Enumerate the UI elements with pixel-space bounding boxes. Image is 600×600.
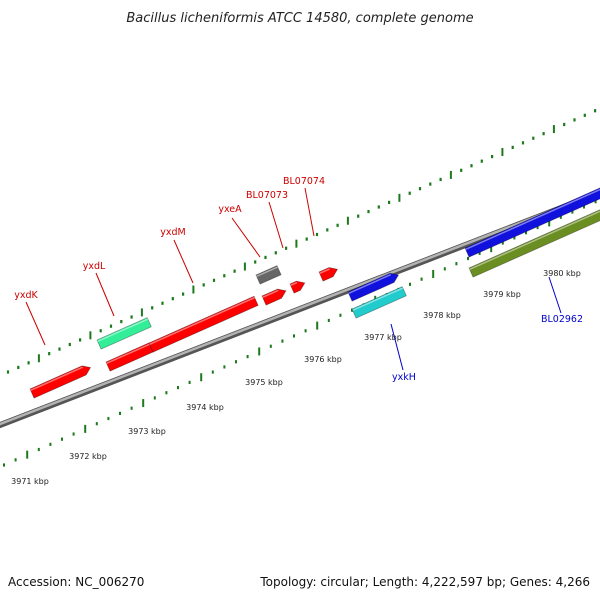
- label-leader-lines: [25, 187, 562, 371]
- gene-label-yxdM: yxdM: [160, 227, 185, 238]
- gene-small-red: [318, 267, 339, 282]
- gene-yxeA: [261, 288, 287, 306]
- gene-BL02962: [468, 209, 600, 278]
- gene-yxdM-highlight: [149, 296, 255, 346]
- gene-yxdL: [96, 317, 152, 350]
- accession-text: Accession: NC_006270: [8, 575, 144, 589]
- gene-label-BL02962: BL02962: [541, 314, 583, 325]
- tick-label-t3975: 3975 kbp: [245, 378, 283, 387]
- leader-yxdM: [173, 239, 194, 284]
- gene-label-yxdK: yxdK: [14, 290, 38, 301]
- gene-BL02962-highlight: [469, 210, 600, 271]
- gene-label-yxeA: yxeA: [218, 204, 242, 215]
- gene-yxdM: [148, 295, 259, 353]
- tick-label-t3971: 3971 kbp: [11, 477, 49, 486]
- gene-label-BL07074: BL07074: [283, 176, 325, 187]
- backbone-highlight: [0, 190, 600, 426]
- gene-BL07074-highlight: [290, 281, 298, 287]
- map-title: Bacillus licheniformis ATCC 14580, compl…: [126, 11, 473, 26]
- gene-yxdL-highlight: [97, 318, 149, 343]
- leader-BL02962: [548, 276, 562, 314]
- gene-labels: yxdK yxdL yxdM yxeA BL07073 BL07074 yxkH BL0296…: [14, 176, 583, 383]
- gene-BL07073: [255, 265, 282, 285]
- tick-label-t3974: 3974 kbp: [186, 403, 224, 412]
- gene-yxeA-highlight: [262, 289, 279, 299]
- tick-label-t3972: 3972 kbp: [69, 452, 107, 461]
- gene-yxdL-red: [105, 342, 154, 372]
- gene-blue-short: [347, 272, 400, 302]
- genome-backbone: [0, 189, 600, 429]
- gene-yxdK-highlight: [30, 366, 83, 392]
- tick-label-t3977: 3977 kbp: [364, 333, 402, 342]
- gene-small-red-highlight: [319, 268, 330, 275]
- gene-label-yxkH: yxkH: [392, 372, 416, 383]
- gene-blue-long: [464, 187, 600, 258]
- gene-yxkH-highlight: [352, 287, 404, 312]
- gene-blue-short-highlight: [348, 273, 391, 295]
- gene-BL07073-highlight: [256, 266, 278, 278]
- tick-label-t3980: 3980 kbp: [543, 269, 581, 278]
- tick-label-t3976: 3976 kbp: [304, 355, 342, 364]
- forward-tick-track: [6, 109, 597, 374]
- leader-yxdK: [25, 301, 46, 346]
- tick-label-t3973: 3973 kbp: [128, 427, 166, 436]
- topology-info: Topology: circular; Length: 4,222,597 bp…: [259, 575, 590, 589]
- gene-label-yxdL: yxdL: [83, 261, 106, 272]
- leader-yxeA: [231, 217, 261, 258]
- tick-label-t3979: 3979 kbp: [483, 290, 521, 299]
- leader-BL07074: [304, 187, 315, 237]
- scale-tick-labels: 3971 kbp 3972 kbp 3973 kbp 3974 kbp 3975 kbp…: [11, 269, 581, 486]
- gene-blue-long-highlight: [465, 188, 600, 251]
- gene-yxdL-red-highlight: [106, 343, 150, 365]
- gene-BL07074: [289, 280, 306, 294]
- gene-yxkH: [351, 286, 407, 319]
- leader-BL07073: [268, 201, 284, 249]
- tick-label-t3978: 3978 kbp: [423, 311, 461, 320]
- gene-label-BL07073: BL07073: [246, 190, 288, 201]
- gene-features: [29, 187, 600, 399]
- leader-yxkH: [390, 323, 404, 371]
- gene-yxdK: [29, 365, 92, 399]
- leader-yxdL: [95, 272, 115, 317]
